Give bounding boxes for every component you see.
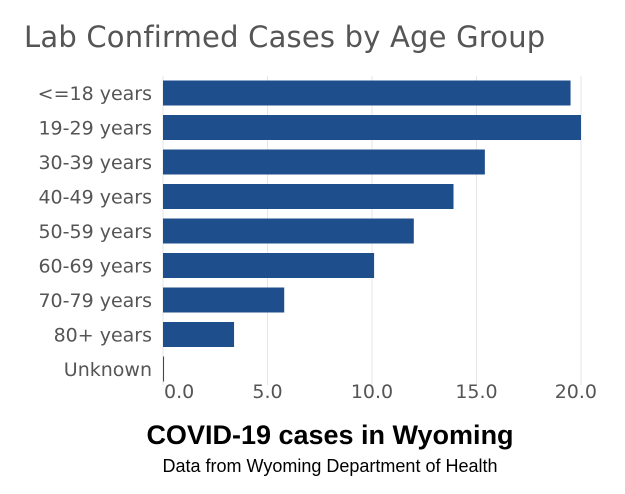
bar xyxy=(163,184,454,209)
caption-subtitle: Data from Wyoming Department of Health xyxy=(162,456,498,476)
category-label: 50-59 years xyxy=(38,221,152,243)
x-tick-label: 20.0 xyxy=(555,381,597,403)
chart-title: Lab Confirmed Cases by Age Group xyxy=(24,20,546,54)
category-label: 30-39 years xyxy=(38,152,152,174)
category-label: 70-79 years xyxy=(38,290,152,312)
bar xyxy=(163,287,285,313)
x-tick-label: 5.0 xyxy=(252,381,282,403)
category-labels: <=18 years 19-29 years 30-39 years 40-49 ye… xyxy=(38,83,152,381)
category-label: 19-29 years xyxy=(38,118,152,140)
x-tick-label: 0.0 xyxy=(164,381,194,403)
bar xyxy=(163,356,165,382)
category-label: <=18 years xyxy=(38,83,152,105)
bars xyxy=(163,80,581,382)
bar xyxy=(163,253,375,278)
bar xyxy=(163,218,414,244)
x-tick-label: 10.0 xyxy=(351,381,393,403)
category-label: Unknown xyxy=(64,359,152,381)
category-label: 60-69 years xyxy=(38,256,152,278)
category-label: 40-49 years xyxy=(38,187,152,209)
bar xyxy=(163,80,571,106)
bar xyxy=(163,115,581,140)
bar xyxy=(163,322,235,347)
x-tick-labels: 0.0 5.0 10.0 15.0 20.0 xyxy=(164,381,597,403)
x-tick-label: 15.0 xyxy=(455,381,497,403)
caption-title: COVID-19 cases in Wyoming xyxy=(146,420,514,450)
bar-chart: <=18 years 19-29 years 30-39 years 40-49 ye… xyxy=(38,76,597,403)
category-label: 80+ years xyxy=(54,325,152,347)
bar xyxy=(163,149,485,175)
